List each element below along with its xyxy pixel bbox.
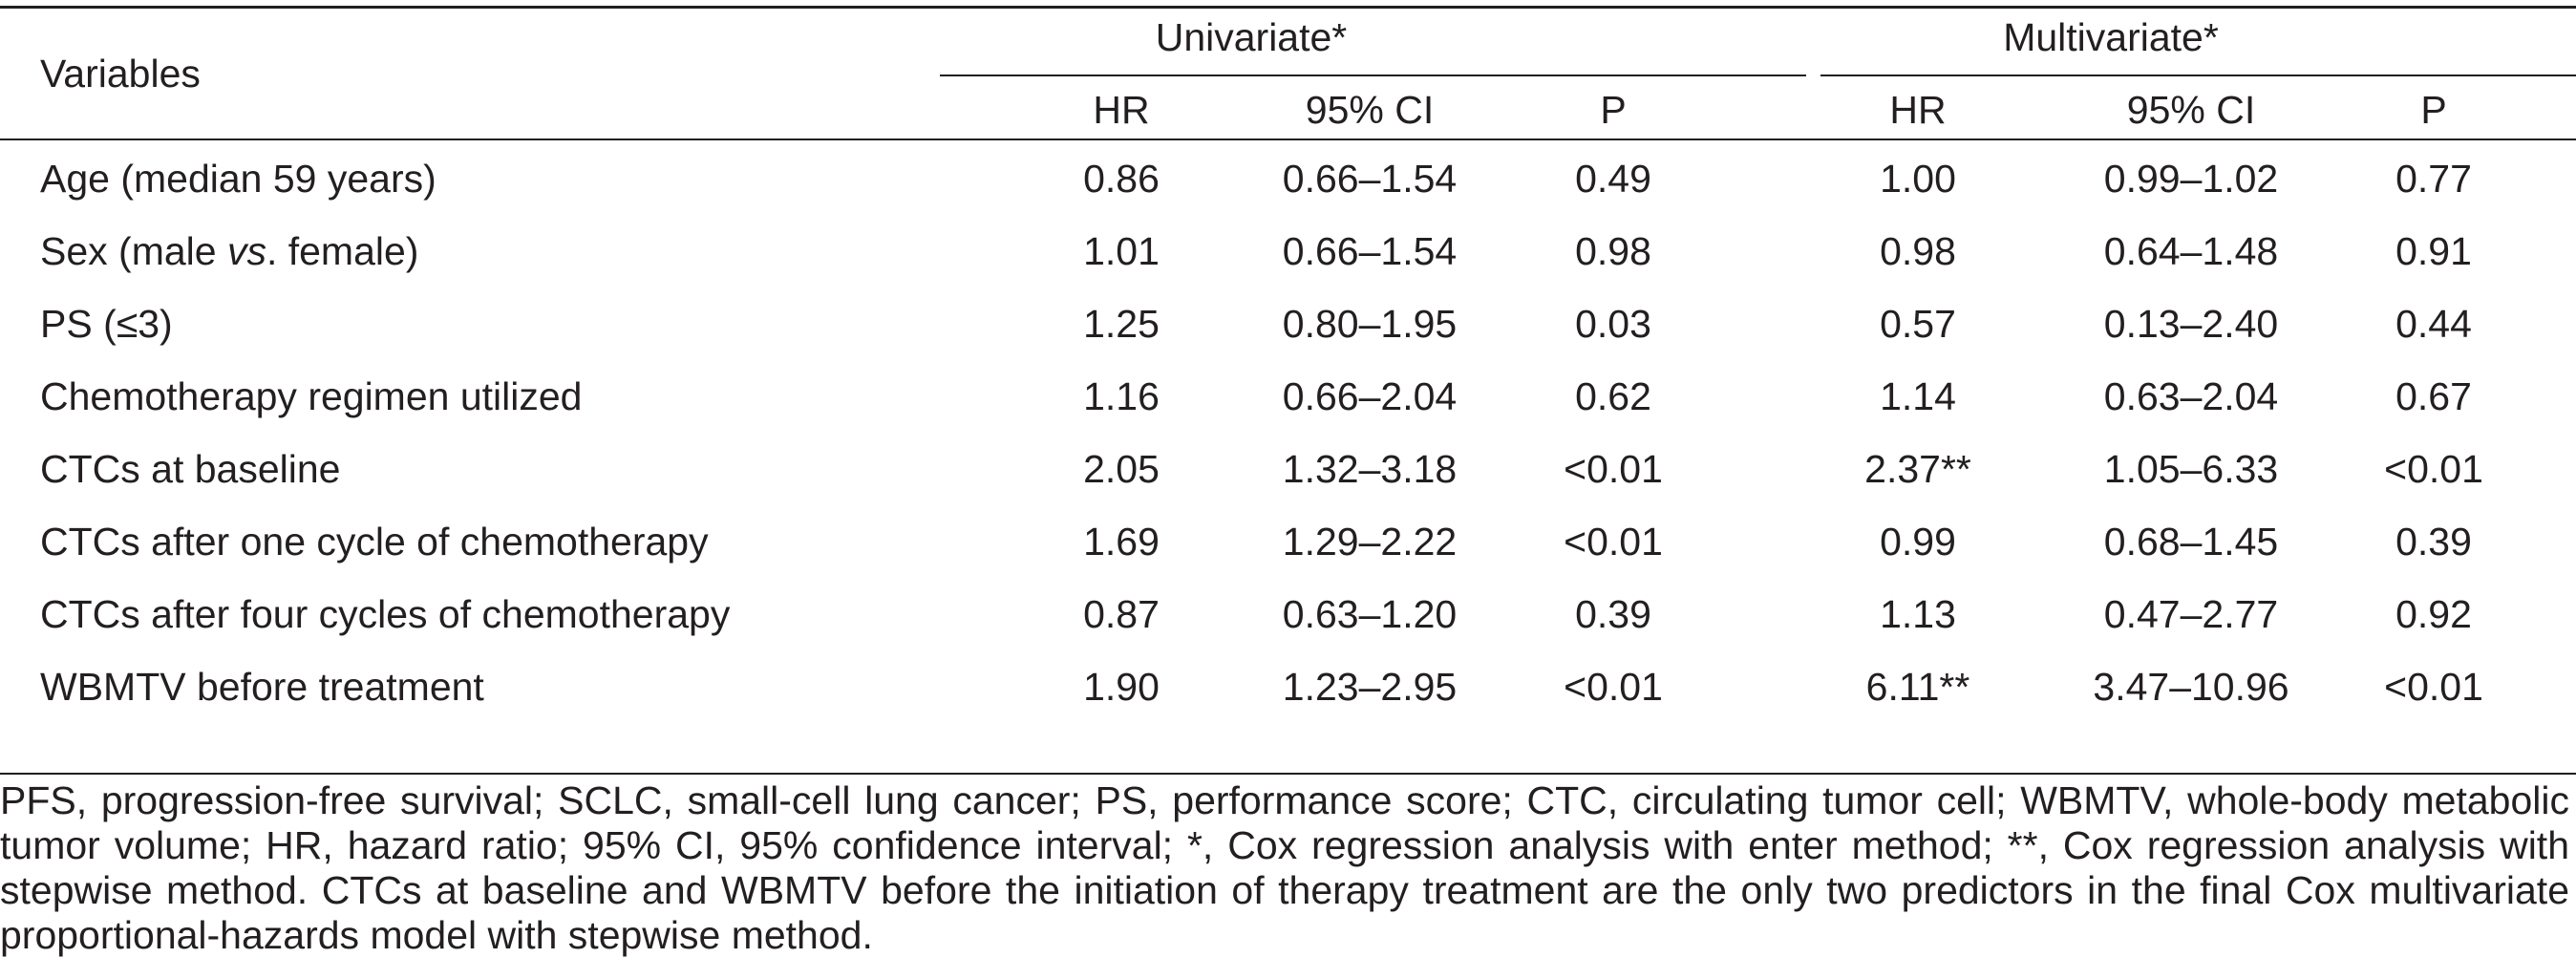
cell-univariate-ci: 0.63–1.20 — [1282, 592, 1458, 636]
cell-multivariate-ci: 0.64–1.48 — [2103, 229, 2279, 273]
cell-multivariate-p: <0.01 — [2384, 447, 2483, 491]
cell-univariate-hr: 1.01 — [1083, 229, 1160, 273]
cell-multivariate-ci: 1.05–6.33 — [2103, 447, 2279, 491]
subheader-univariate-p: P — [1600, 88, 1627, 132]
cell-multivariate-ci: 0.47–2.77 — [2103, 592, 2279, 636]
row-label: CTCs after four cycles of chemotherapy — [40, 595, 730, 634]
cell-univariate-p: <0.01 — [1564, 447, 1663, 491]
cell-univariate-hr: 1.16 — [1083, 374, 1160, 418]
cell-multivariate-p: <0.01 — [2384, 665, 2483, 709]
cell-multivariate-p: 0.67 — [2395, 374, 2472, 418]
cell-univariate-p: 0.62 — [1575, 374, 1651, 418]
cell-univariate-hr: 0.86 — [1083, 157, 1160, 201]
cell-univariate-hr: 1.25 — [1083, 302, 1160, 346]
row-label-part: CTCs after one cycle of chemotherapy — [40, 520, 709, 564]
row-label-part: Age (median 59 years) — [40, 157, 436, 201]
cell-multivariate-hr: 1.14 — [1880, 374, 1956, 418]
subheader-univariate-ci: 95% CI — [1305, 88, 1435, 132]
cell-univariate-hr: 2.05 — [1083, 447, 1160, 491]
cell-univariate-p: 0.98 — [1575, 229, 1651, 273]
row-label-part: WBMTV before treatment — [40, 665, 484, 709]
row-label: Age (median 59 years) — [40, 160, 436, 199]
cell-multivariate-ci: 0.68–1.45 — [2103, 520, 2279, 564]
cell-univariate-ci: 0.66–2.04 — [1282, 374, 1458, 418]
cell-multivariate-ci: 0.99–1.02 — [2103, 157, 2279, 201]
cell-univariate-p: <0.01 — [1564, 520, 1663, 564]
multivariate-group-rule — [1820, 75, 2576, 76]
cell-multivariate-hr: 1.00 — [1880, 157, 1956, 201]
cell-multivariate-hr: 0.98 — [1880, 229, 1956, 273]
row-label: PS (≤3) — [40, 305, 173, 344]
subheader-multivariate-ci: 95% CI — [2126, 88, 2256, 132]
cell-univariate-ci: 0.66–1.54 — [1282, 229, 1458, 273]
table-footnote: PFS, progression-free survival; SCLC, sm… — [0, 778, 2569, 957]
table-top-rule — [0, 6, 2576, 9]
header-bottom-rule — [0, 138, 2576, 140]
variables-header: Variables — [40, 52, 201, 96]
cell-univariate-hr: 1.69 — [1083, 520, 1160, 564]
multivariate-group-header: Multivariate* — [2003, 15, 2219, 59]
cell-univariate-ci: 1.29–2.22 — [1282, 520, 1458, 564]
row-label-part: CTCs after four cycles of chemotherapy — [40, 592, 731, 636]
row-label-part: vs — [226, 229, 266, 273]
cell-univariate-hr: 0.87 — [1083, 592, 1160, 636]
row-label-part: Chemotherapy regimen utilized — [40, 374, 583, 418]
cell-multivariate-ci: 0.63–2.04 — [2103, 374, 2279, 418]
cell-univariate-ci: 1.32–3.18 — [1282, 447, 1458, 491]
cell-univariate-p: <0.01 — [1564, 665, 1663, 709]
row-label: CTCs after one cycle of chemotherapy — [40, 522, 709, 562]
cell-multivariate-p: 0.44 — [2395, 302, 2472, 346]
cell-univariate-ci: 0.66–1.54 — [1282, 157, 1458, 201]
table-bottom-rule — [0, 773, 2576, 775]
cell-univariate-p: 0.49 — [1575, 157, 1651, 201]
cell-multivariate-hr: 2.37** — [1864, 447, 1971, 491]
row-label-part: Sex (male — [40, 229, 227, 273]
row-label-part: CTCs at baseline — [40, 447, 341, 491]
cell-multivariate-hr: 6.11** — [1865, 665, 1970, 709]
univariate-group-rule — [940, 75, 1806, 76]
univariate-group-header: Univariate* — [1155, 15, 1348, 59]
cell-multivariate-ci: 0.13–2.40 — [2103, 302, 2279, 346]
row-label: CTCs at baseline — [40, 450, 340, 489]
cell-multivariate-p: 0.91 — [2395, 229, 2472, 273]
cell-multivariate-p: 0.92 — [2395, 592, 2472, 636]
row-label: Sex (male vs. female) — [40, 232, 418, 271]
row-label-part: PS (≤3) — [40, 302, 173, 346]
subheader-univariate-hr: HR — [1093, 88, 1150, 132]
cell-multivariate-p: 0.39 — [2395, 520, 2472, 564]
cell-multivariate-hr: 1.13 — [1880, 592, 1956, 636]
cell-multivariate-ci: 3.47–10.96 — [2093, 665, 2289, 709]
cell-multivariate-p: 0.77 — [2395, 157, 2472, 201]
subheader-multivariate-p: P — [2420, 88, 2447, 132]
row-label-part: . female) — [266, 229, 419, 273]
subheader-multivariate-hr: HR — [1889, 88, 1947, 132]
cell-univariate-p: 0.03 — [1575, 302, 1651, 346]
cell-univariate-ci: 1.23–2.95 — [1282, 665, 1458, 709]
cell-multivariate-hr: 0.57 — [1880, 302, 1956, 346]
cell-univariate-p: 0.39 — [1575, 592, 1651, 636]
cell-univariate-hr: 1.90 — [1083, 665, 1160, 709]
row-label: WBMTV before treatment — [40, 668, 484, 707]
row-label: Chemotherapy regimen utilized — [40, 377, 582, 416]
cell-univariate-ci: 0.80–1.95 — [1282, 302, 1458, 346]
cell-multivariate-hr: 0.99 — [1880, 520, 1956, 564]
